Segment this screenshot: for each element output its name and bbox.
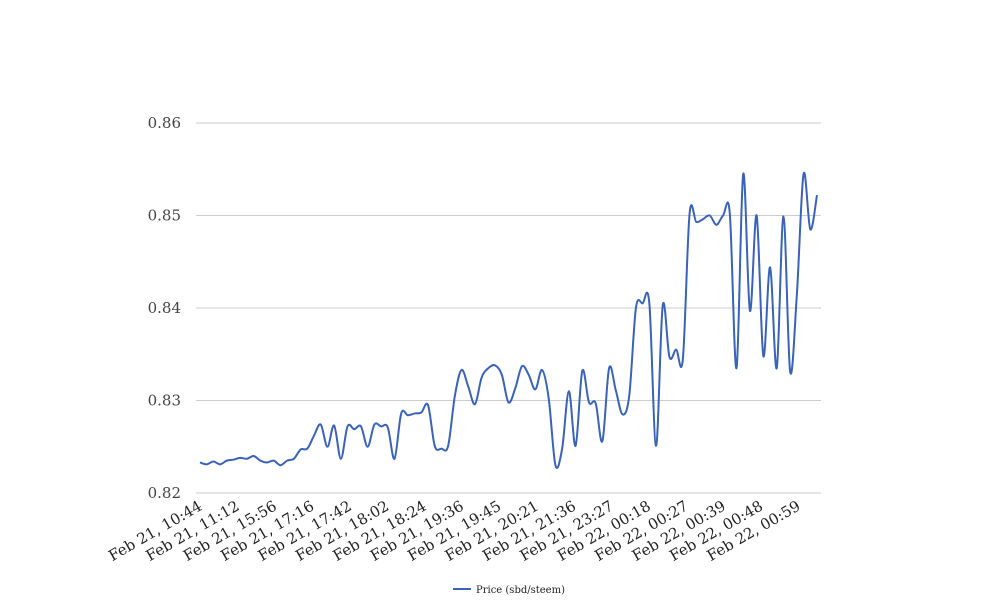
y-tick-label: 0.86	[148, 114, 181, 132]
y-tick-label: 0.85	[148, 207, 181, 225]
y-tick-label: 0.83	[148, 392, 181, 410]
grid	[196, 122, 821, 494]
y-tick-label: 0.84	[148, 299, 181, 317]
series-layer	[199, 171, 818, 469]
legend[interactable]: Price (sbd/steem)	[453, 585, 565, 596]
y-axis: 0.82 0.83 0.84 0.85 0.86	[148, 114, 181, 502]
legend-label: Price (sbd/steem)	[476, 585, 565, 596]
y-tick-label: 0.82	[148, 484, 181, 502]
series-line-price	[199, 171, 818, 469]
